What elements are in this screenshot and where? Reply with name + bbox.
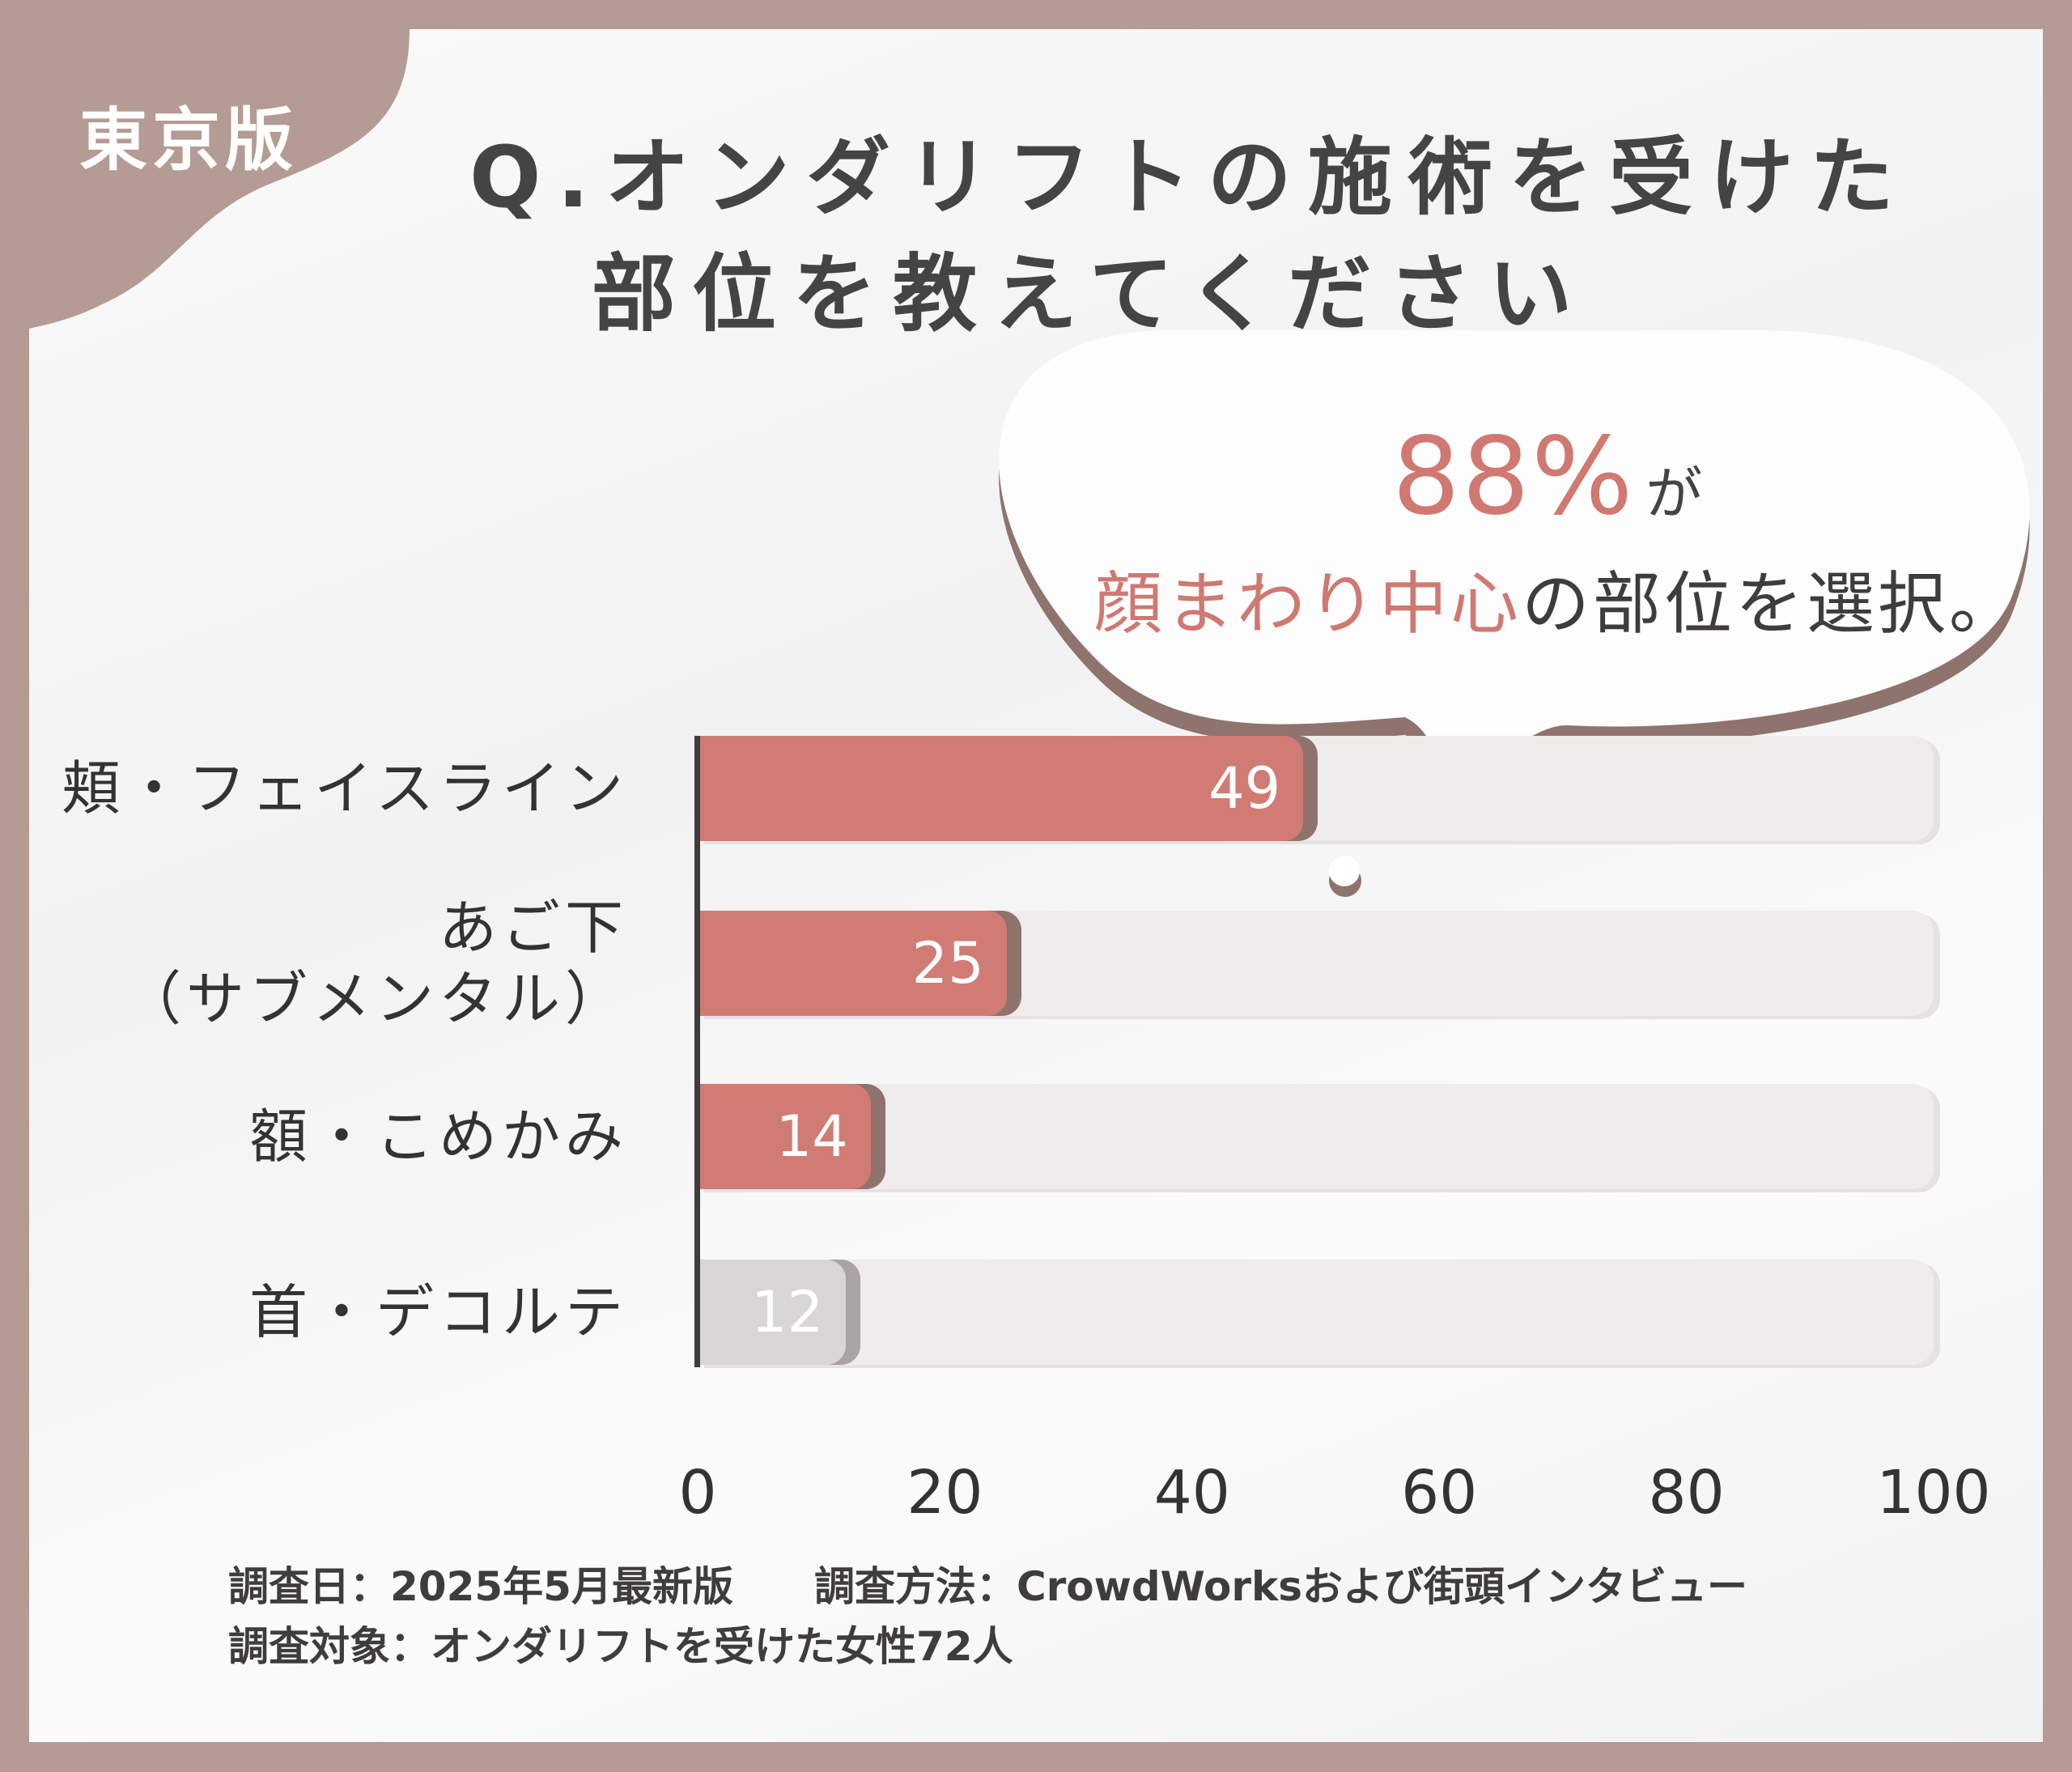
- data-label: 49: [1208, 755, 1281, 822]
- callout-rest: の部位を選択。: [1522, 564, 2021, 644]
- bar: [698, 911, 1007, 1016]
- category-label: 頬・フェイスライン: [62, 754, 628, 822]
- y-axis-line: [694, 736, 700, 1367]
- bar-track: [698, 1084, 1934, 1189]
- category-label: 額・こめかみ: [248, 1103, 628, 1171]
- bar: [698, 736, 1304, 841]
- x-tick-label: 40: [1153, 1458, 1230, 1528]
- data-label: 12: [751, 1279, 824, 1345]
- footer-line-2: 調査対象：オンダリフトを受けた女性72人: [228, 1623, 1013, 1670]
- category-label: 首・デコルテ: [248, 1278, 628, 1346]
- data-label: 25: [911, 930, 984, 996]
- callout-highlight: 顔まわり中心: [1094, 564, 1522, 644]
- category-label: あご下 （サブメンタル）: [122, 894, 628, 1033]
- callout-line-1: 88% が: [1392, 416, 1702, 570]
- data-label: 14: [775, 1103, 848, 1170]
- callout-suffix: が: [1645, 461, 1703, 527]
- title-line-2: 部位を教えてください: [592, 244, 1589, 343]
- footer-line-1: 調査日：2025年5月最新版 調査方法：CrowdWorksおよび街頭インタビュ…: [228, 1563, 1748, 1610]
- callout-percent: 88%: [1392, 414, 1635, 539]
- x-tick-label: 100: [1876, 1458, 1991, 1528]
- infographic-panel: 東京版 Q.オンダリフトの施術を受けた 部位を教えてください 88% が 顔まわり…: [29, 29, 2043, 1742]
- bar: [698, 1260, 847, 1365]
- x-tick-label: 0: [678, 1458, 717, 1528]
- corner-decoration: [29, 29, 410, 329]
- bar: [698, 1084, 871, 1189]
- region-badge: 東京版: [79, 100, 299, 180]
- bar-track: [698, 1260, 1934, 1365]
- callout-line-2: 顔まわり中心の部位を選択。: [1094, 563, 2020, 644]
- speech-bubble: [999, 330, 2030, 897]
- x-tick-label: 20: [906, 1458, 983, 1528]
- x-tick-label: 80: [1648, 1458, 1725, 1528]
- x-tick-label: 60: [1401, 1458, 1478, 1528]
- title-line-1: Q.オンダリフトの施術を受けた: [469, 128, 1910, 227]
